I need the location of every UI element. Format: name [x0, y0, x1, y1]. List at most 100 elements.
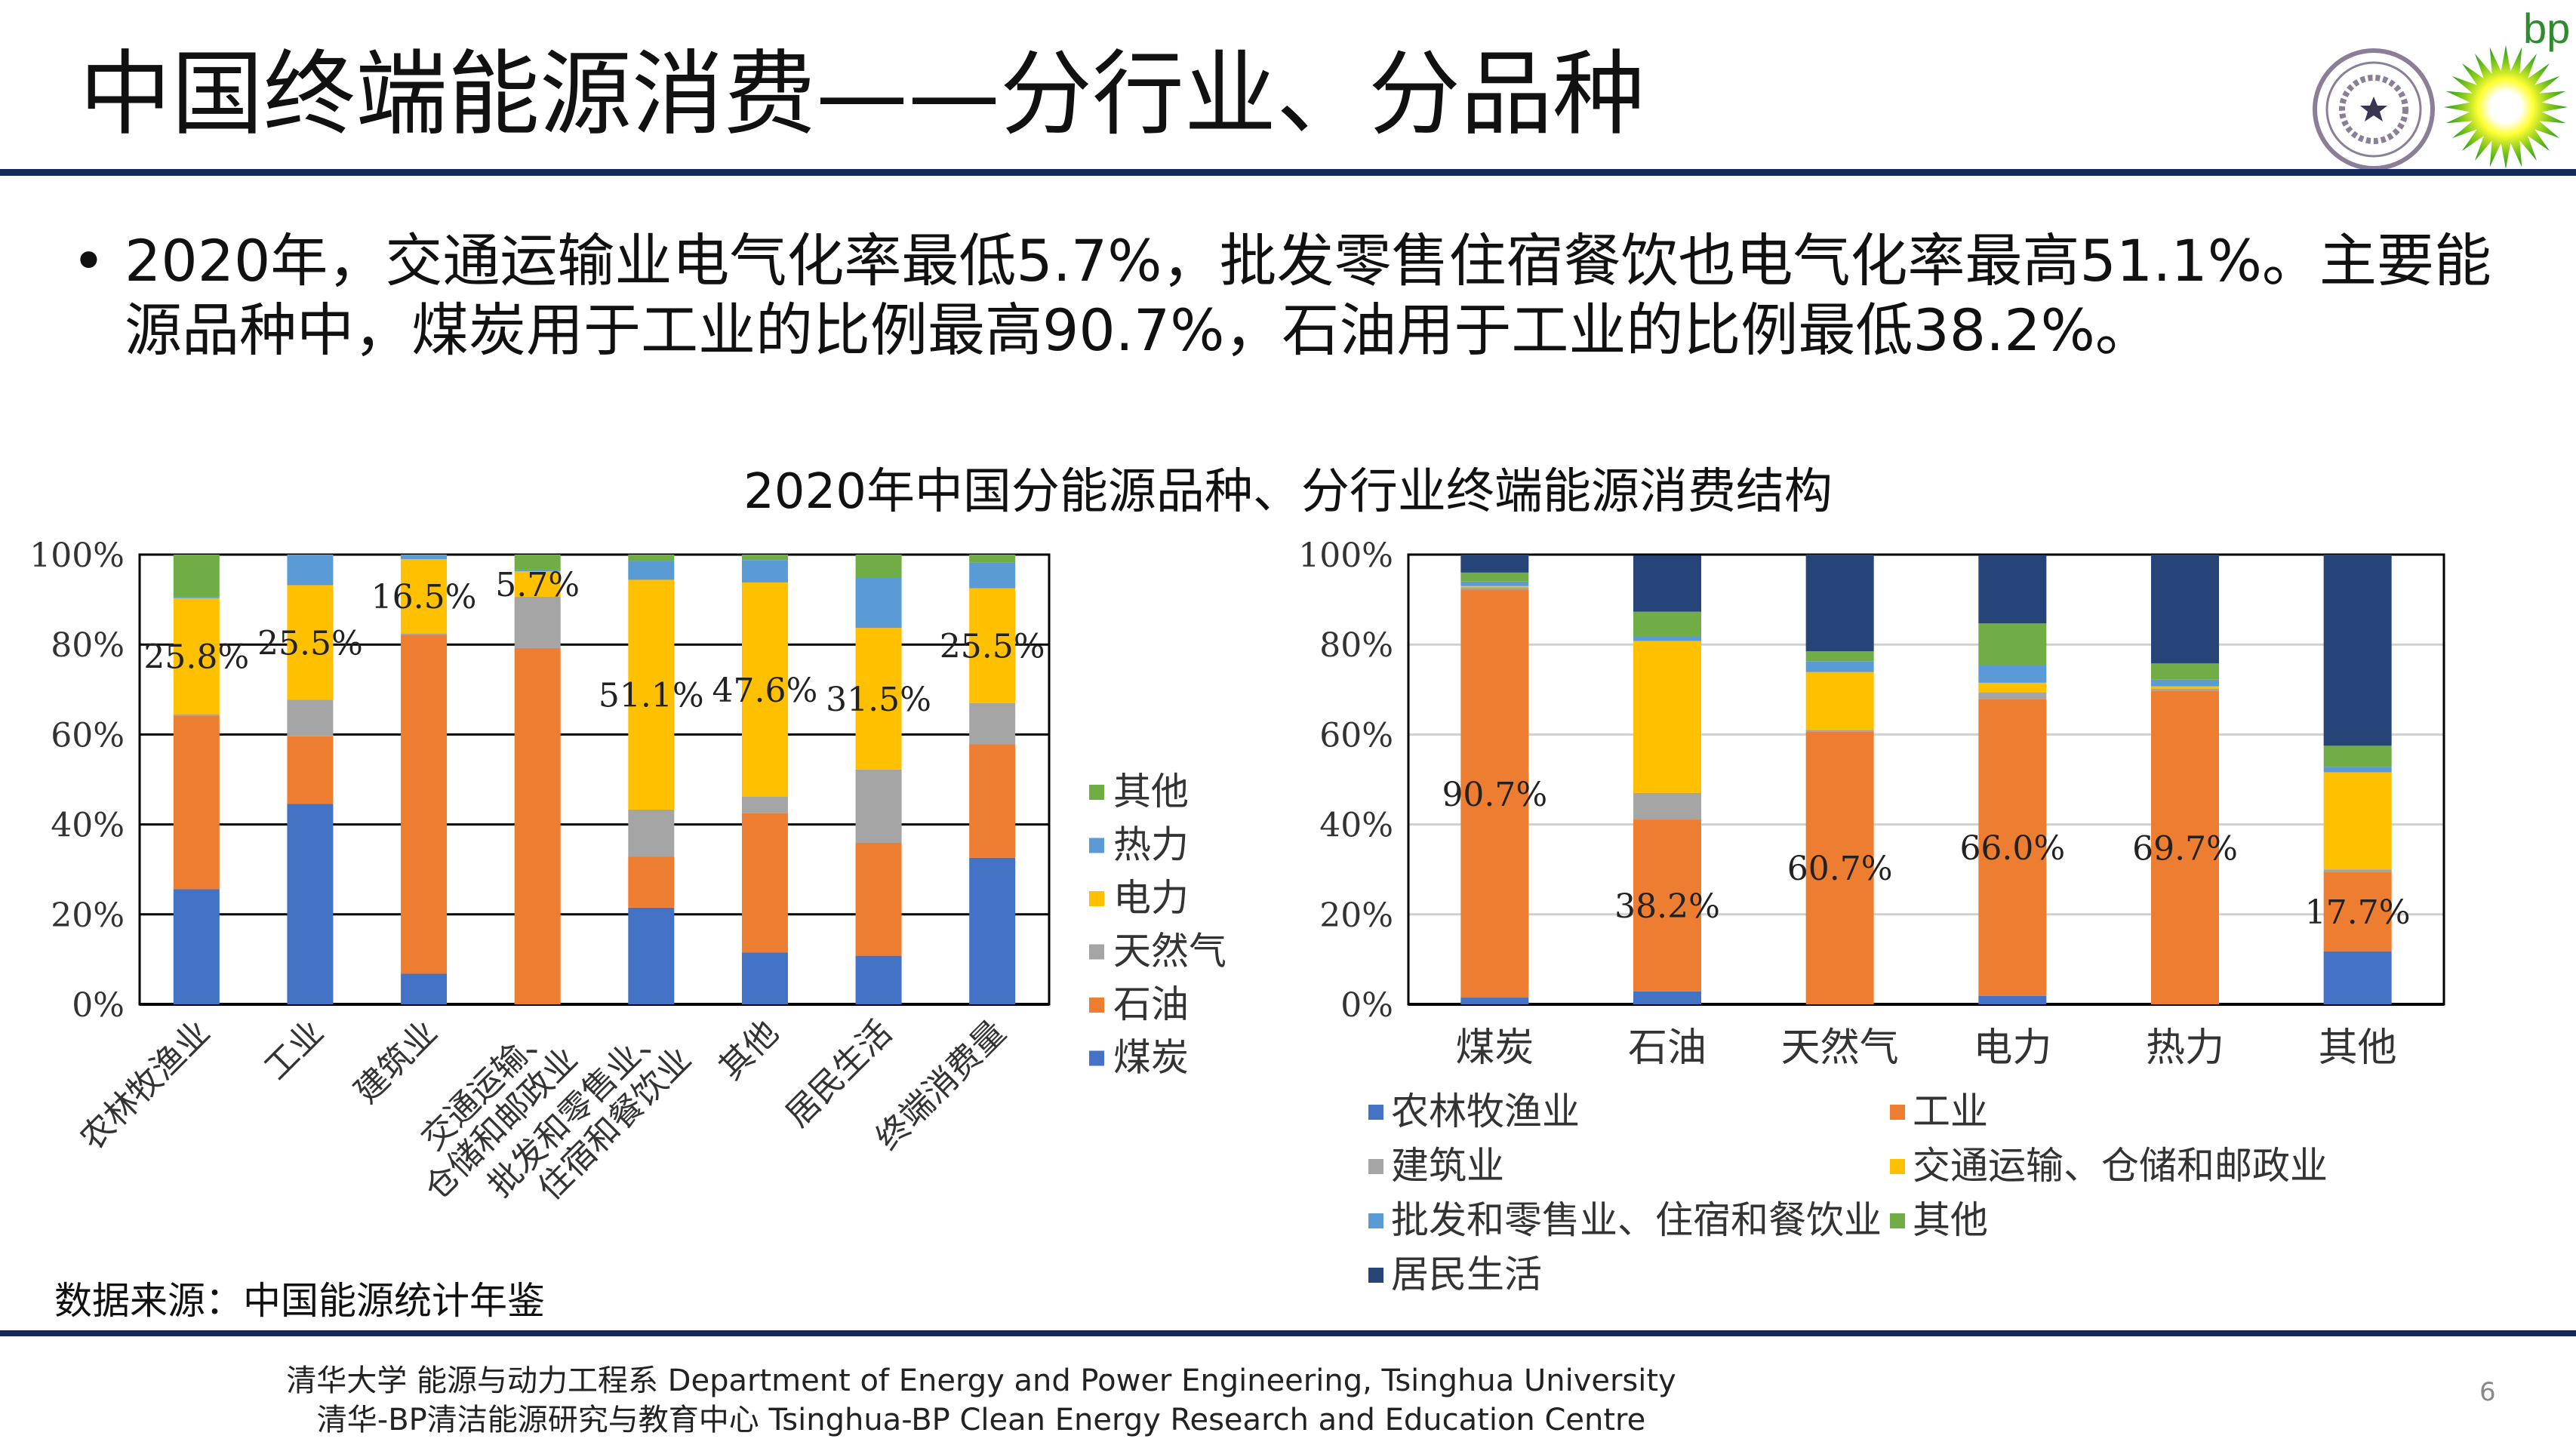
bar-segment: [514, 570, 561, 572]
chart-title: 2020年中国分能源品种、分行业终端能源消费结构: [743, 464, 1833, 520]
y-tick-label: 0%: [1340, 986, 1393, 1025]
plot-border: [138, 553, 1051, 1006]
legend-label: 其他: [1913, 1198, 1988, 1242]
x-tick-label: 石油: [1628, 1025, 1707, 1071]
legend-swatch: [1368, 1105, 1383, 1120]
bar-segment: [741, 813, 788, 953]
bar-segment: [2151, 688, 2219, 691]
bar-segment: [741, 796, 788, 813]
bar-segment: [1633, 819, 1701, 991]
y-tick-label: 100%: [29, 536, 125, 575]
bar-segment: [1633, 792, 1701, 820]
y-tick-label: 80%: [1319, 626, 1393, 665]
bar-segment: [1805, 661, 1874, 672]
legend-swatch: [1890, 1105, 1905, 1120]
data-label: 17.7%: [2305, 893, 2411, 932]
bar-segment: [1460, 998, 1529, 1004]
data-label: 25.5%: [940, 628, 1045, 666]
bar-segment: [969, 588, 1016, 703]
header-divider: [0, 169, 2576, 176]
bar-segment: [173, 555, 220, 598]
legend-swatch: [1089, 944, 1104, 960]
bar-segment: [1978, 995, 2047, 1004]
bar-segment: [628, 907, 675, 1004]
bar-segment: [401, 558, 448, 634]
bar-segment: [2151, 690, 2219, 1004]
bar-segment: [401, 635, 448, 974]
summary-bullet: • 2020年，交通运输业电气化率最低5.7%，批发零售住宿餐饮也电气化率最高5…: [72, 226, 2525, 365]
bar-segment: [741, 952, 788, 1004]
bar-segment: [741, 582, 788, 797]
y-tick-label: 60%: [1319, 716, 1393, 755]
legend-label: 石油: [1113, 982, 1189, 1026]
y-tick-label: 60%: [51, 716, 125, 755]
summary-text: 2020年，交通运输业电气化率最低5.7%，批发零售住宿餐饮也电气化率最高51.…: [125, 227, 2491, 364]
data-label: 38.2%: [1614, 887, 1720, 926]
bar-segment: [1805, 672, 1874, 730]
bar-segment: [1460, 586, 1529, 588]
y-tick-label: 100%: [1298, 536, 1393, 575]
left-chart-by-sector: 0%20%40%60%80%100%25.8%农林牧渔业25.5%工业16.5%…: [29, 536, 1226, 1208]
bar-segment: [969, 562, 1016, 589]
bar-segment: [1805, 651, 1874, 662]
bar-segment: [514, 647, 561, 1004]
legend-label: 居民生活: [1391, 1253, 1542, 1296]
bar-segment: [628, 809, 675, 857]
legend-label: 批发和零售业、住宿和餐饮业: [1391, 1198, 1882, 1242]
bar-segment: [969, 702, 1016, 745]
bar-segment: [1460, 587, 1529, 590]
footer-divider: [0, 1330, 2576, 1336]
bar-segment: [401, 555, 448, 559]
data-label: 25.8%: [143, 638, 249, 677]
bar-segment: [1805, 730, 1874, 732]
bar-segment: [287, 699, 334, 736]
bar-segment: [287, 804, 334, 1004]
data-label: 60.7%: [1787, 850, 1893, 888]
data-source: 数据来源：中国能源统计年鉴: [54, 1279, 545, 1323]
footer-line-1: 清华大学 能源与动力工程系 Department of Energy and P…: [286, 1363, 1676, 1398]
y-tick-label: 40%: [51, 807, 125, 845]
bar-segment: [741, 555, 788, 561]
bar-segment: [855, 769, 902, 844]
bar-segment: [514, 555, 561, 570]
legend-label: 煤炭: [1113, 1036, 1189, 1080]
legend-swatch: [1089, 891, 1104, 906]
bar-segment: [628, 555, 675, 561]
legend-label: 建筑业: [1391, 1144, 1504, 1188]
bar-segment: [287, 736, 334, 804]
page-title: 中国终端能源消费——分行业、分品种: [79, 41, 1645, 148]
bar-segment: [628, 856, 675, 908]
legend-label: 其他: [1113, 770, 1189, 813]
data-label: 25.5%: [257, 625, 363, 663]
legend-swatch: [1089, 1050, 1104, 1066]
bar-segment: [1978, 665, 2047, 683]
legend-label: 天然气: [1113, 930, 1226, 973]
bar-segment: [855, 628, 902, 770]
bar-segment: [1460, 572, 1529, 582]
bar-segment: [2151, 555, 2219, 664]
data-label: 66.0%: [1959, 829, 2065, 868]
y-tick-label: 20%: [1319, 896, 1393, 935]
legend-swatch: [1368, 1159, 1383, 1174]
bar-segment: [1978, 555, 2047, 624]
bar-segment: [1633, 991, 1701, 1004]
legend-swatch: [1089, 838, 1104, 853]
legend-swatch: [1368, 1268, 1383, 1283]
bar-segment: [1633, 555, 1701, 612]
x-tick-label: 电力: [1973, 1025, 2051, 1071]
bar-segment: [2323, 869, 2392, 872]
bar-segment: [514, 597, 561, 648]
x-tick-label: 煤炭: [1455, 1025, 1534, 1071]
bar-segment: [1633, 636, 1701, 641]
bar-segment: [969, 857, 1016, 1004]
bar-segment: [855, 955, 902, 1004]
legend-label: 农林牧渔业: [1391, 1090, 1580, 1133]
data-label: 69.7%: [2132, 829, 2238, 868]
bar-segment: [1978, 623, 2047, 666]
bar-segment: [287, 585, 334, 700]
bullet-dot: •: [72, 227, 106, 294]
bar-segment: [2323, 746, 2392, 767]
footer-line-2: 清华-BP清洁能源研究与教育中心 Tsinghua-BP Clean Energ…: [316, 1403, 1646, 1437]
right-chart-by-fuel: 0% 20% 40% 60% 80% 100% 90.7% 煤炭 38.2% 石油 60.7% 天然气…: [1298, 536, 2445, 1296]
bar-segment: [2323, 872, 2392, 951]
